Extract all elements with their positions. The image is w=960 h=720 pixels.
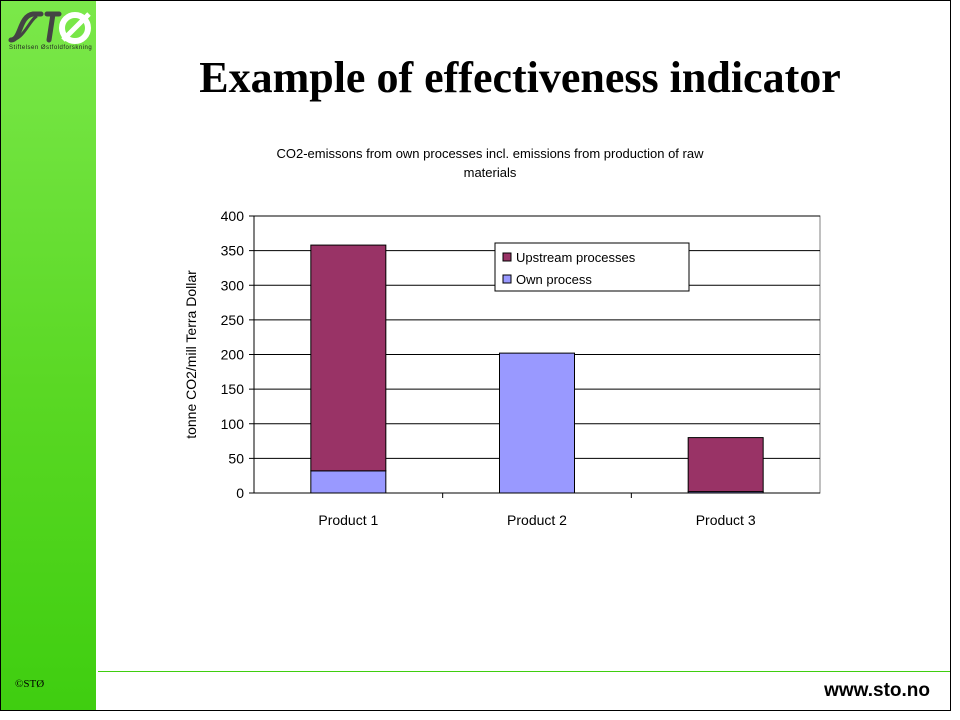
- bar-upstream-processes: [310, 244, 387, 472]
- y-tick-label: 150: [221, 381, 245, 397]
- chart-title-line: materials: [464, 165, 517, 180]
- legend-label: Own process: [516, 272, 592, 287]
- x-tick-label: Product 2: [507, 512, 567, 528]
- sto-logo-icon: [8, 11, 91, 44]
- footer-divider: [98, 671, 950, 672]
- footer-url[interactable]: www.sto.no: [824, 680, 930, 701]
- legend-swatch: [502, 252, 512, 262]
- y-tick-label: 400: [221, 208, 245, 224]
- y-tick-label: 350: [221, 243, 245, 259]
- bar-upstream-processes: [687, 437, 764, 493]
- sidebar: Stiftelsen Østfoldforskning ©STØ: [1, 1, 96, 710]
- legend-swatch: [502, 274, 512, 284]
- y-tick-label: 250: [221, 312, 245, 328]
- copyright-text: ©STØ: [15, 678, 45, 690]
- slide-frame: [0, 0, 951, 711]
- bar-own-process: [499, 352, 575, 494]
- bar-chart: CO2-emissons from own processes incl. em…: [183, 146, 821, 528]
- y-tick-label: 300: [221, 277, 245, 293]
- y-tick-label: 200: [221, 347, 245, 363]
- y-tick-label: 50: [228, 450, 244, 466]
- y-tick-label: 0: [236, 485, 244, 501]
- legend-box: [494, 242, 690, 292]
- chart-title-line: CO2-emissons from own processes incl. em…: [277, 146, 705, 161]
- bar-own-process: [310, 470, 387, 494]
- x-tick-label: Product 3: [696, 512, 756, 528]
- slide-title: Example of effectiveness indicator: [199, 53, 841, 102]
- y-axis-label: tonne CO2/mill Terra Dollar: [183, 270, 199, 439]
- logo-subtitle: Stiftelsen Østfoldforskning: [9, 45, 93, 51]
- y-tick-label: 100: [221, 416, 245, 432]
- legend-label: Upstream processes: [516, 250, 636, 265]
- x-tick-label: Product 1: [318, 512, 378, 528]
